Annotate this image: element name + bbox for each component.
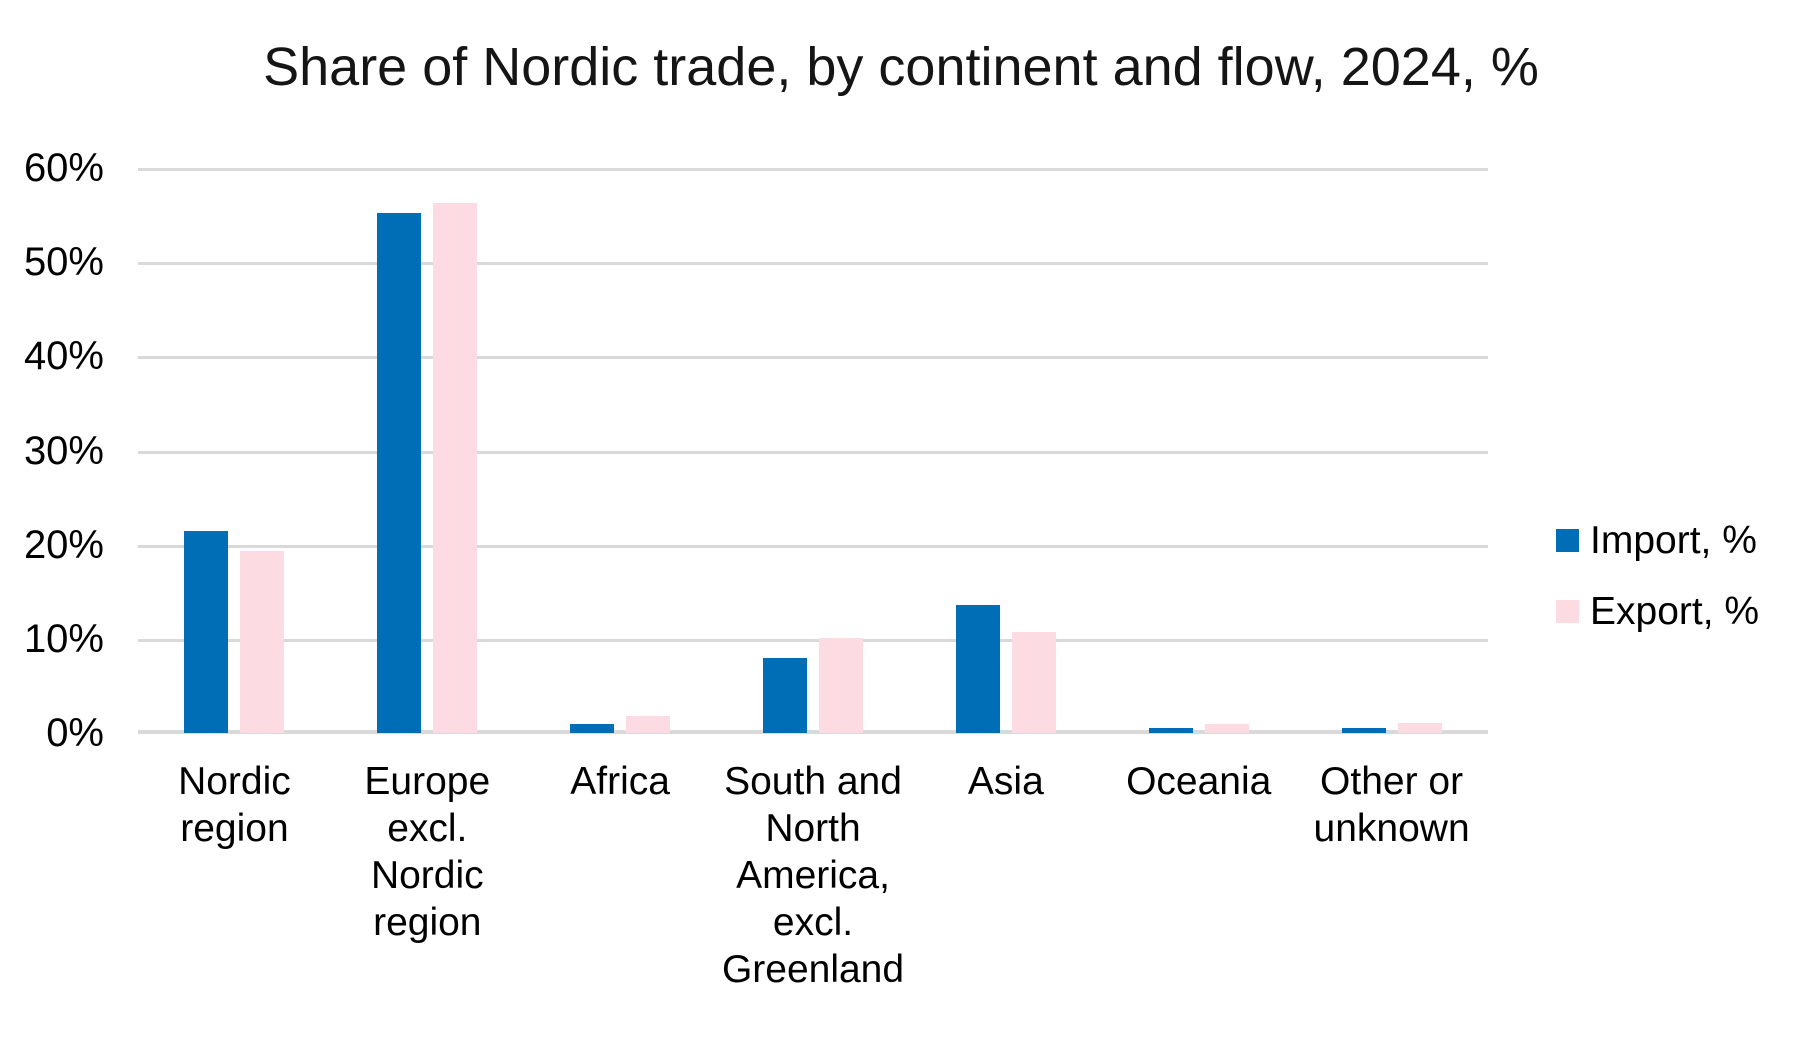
x-axis-label-line: Europe	[364, 760, 491, 803]
gridline	[138, 356, 1488, 359]
x-axis-label-line: region	[180, 807, 289, 850]
y-axis-label: 40%	[23, 334, 104, 378]
bar-export-3	[819, 638, 863, 733]
legend-item-import: Import, %	[1556, 517, 1759, 564]
gridline	[138, 639, 1488, 642]
gridline	[138, 451, 1488, 454]
x-axis-label: Asia	[909, 758, 1102, 993]
x-axis-label-line: Nordic	[178, 760, 291, 803]
x-axis-label-line: Asia	[967, 760, 1044, 803]
bar-import-6	[1341, 728, 1386, 733]
x-axis-label: Oceania	[1102, 758, 1295, 993]
x-axis-label-line: excl.	[772, 901, 854, 944]
x-axis-label-line: Nordic	[370, 854, 484, 897]
legend-label-import: Import, %	[1590, 519, 1757, 562]
legend-label-export: Export, %	[1590, 590, 1760, 633]
gridline	[138, 262, 1488, 265]
x-axis-label-line: Greenland	[721, 948, 905, 991]
plot-area	[138, 168, 1488, 734]
bar-export-2	[626, 716, 671, 733]
y-axis-label: 60%	[23, 146, 104, 190]
bar-group	[524, 168, 717, 733]
x-axis-label-line: Africa	[570, 760, 670, 803]
y-axis: 60% 50% 40% 30% 20% 10% 0%	[0, 146, 104, 755]
bar-import-2	[570, 724, 615, 733]
bar-group	[331, 168, 524, 733]
bar-group	[1102, 168, 1295, 733]
bar-export-5	[1204, 724, 1249, 733]
bar-groups	[138, 168, 1488, 733]
legend: Import, % Export, %	[1556, 517, 1759, 635]
bar-import-4	[955, 605, 1000, 733]
x-axis-label-line: South and	[724, 760, 902, 803]
y-axis-label: 10%	[23, 617, 104, 661]
bar-import-5	[1148, 728, 1193, 733]
x-axis-label-line: America,	[736, 854, 890, 897]
x-axis-label: Nordic region	[138, 758, 331, 993]
bar-export-4	[1011, 632, 1056, 733]
x-axis-label-line: Oceania	[1126, 760, 1272, 803]
bar-group	[138, 168, 331, 733]
bar-group	[717, 168, 910, 733]
bar-import-3	[763, 658, 807, 733]
bar-group	[909, 168, 1102, 733]
gridline	[138, 168, 1488, 171]
legend-swatch-export	[1556, 600, 1579, 623]
x-axis-label: Europe excl. Nordic region	[331, 758, 524, 993]
x-axis-label: Other or unknown	[1295, 758, 1488, 993]
x-axis-label-line: region	[373, 901, 482, 944]
bar-import-1	[377, 213, 422, 733]
legend-item-export: Export, %	[1556, 588, 1759, 635]
bar-import-0	[184, 531, 229, 733]
y-axis-label: 50%	[23, 240, 104, 284]
x-axis-label-line: unknown	[1313, 807, 1470, 850]
x-axis-label-line: Other or	[1320, 760, 1464, 803]
legend-swatch-import	[1556, 529, 1579, 552]
bar-export-1	[433, 203, 478, 733]
x-axis-line	[138, 730, 1488, 734]
y-axis-label: 20%	[23, 523, 104, 567]
x-axis-label-line: North	[765, 807, 861, 850]
x-axis-label-line: excl.	[387, 807, 468, 850]
y-axis-label: 0%	[46, 711, 104, 755]
y-axis-label: 30%	[23, 429, 104, 473]
gridline	[138, 545, 1488, 548]
x-axis-label: South and North America, excl. Greenland	[717, 758, 910, 993]
chart-title: Share of Nordic trade, by continent and …	[263, 37, 1539, 97]
x-axis-label: Africa	[524, 758, 717, 993]
bar-export-0	[240, 551, 285, 733]
x-axis: Nordic region Europe excl. Nordic region Afric…	[138, 758, 1488, 993]
bar-group	[1295, 168, 1488, 733]
bar-export-6	[1397, 723, 1442, 733]
